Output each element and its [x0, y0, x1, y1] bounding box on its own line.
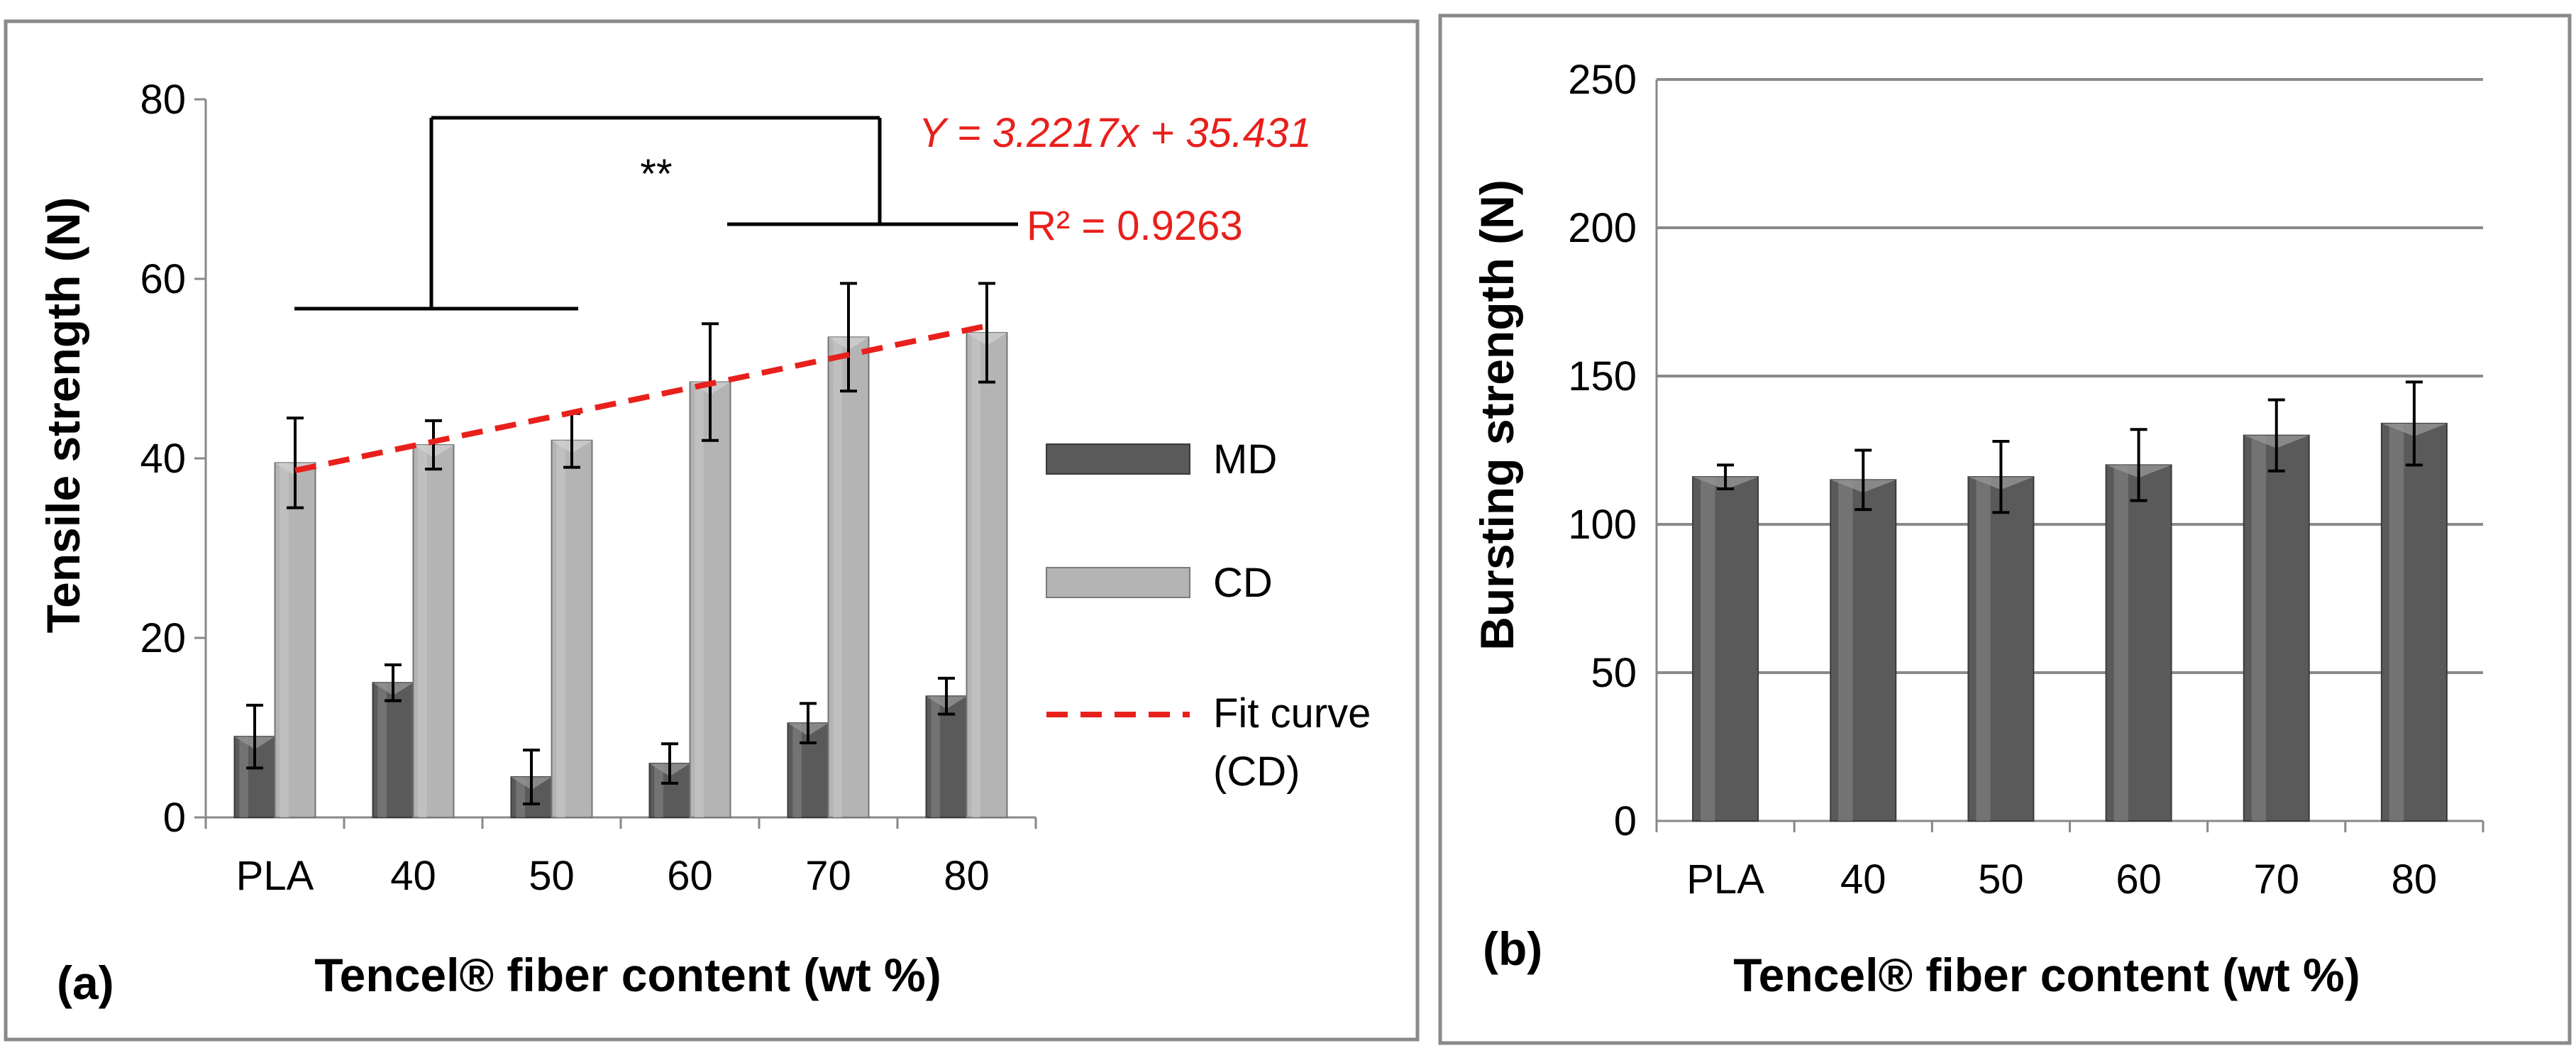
legend: MD CD Fit curve (CD) [1046, 436, 1371, 795]
bars [1692, 422, 2448, 822]
axes [194, 98, 1037, 829]
y-tick-label: 200 [1568, 205, 1637, 251]
legend-label-fit-line1: Fit curve [1213, 690, 1371, 737]
r-squared: R² = 0.9263 [1027, 203, 1243, 249]
legend-label-cd: CD [1213, 560, 1273, 606]
fit-equation: Y = 3.2217x + 35.431 [919, 110, 1312, 156]
bar-md-pla-highlight [239, 737, 248, 817]
bar-md-80-highlight [931, 696, 940, 817]
panel-b: 0 50 100 150 200 250 PLA 40 50 60 70 80 Bursting s… [1438, 13, 2572, 1045]
bar-cd-40-highlight [418, 445, 427, 817]
y-tick-label: 0 [163, 795, 186, 841]
y-axis-title: Tensile strength (N) [37, 197, 89, 634]
significance-marker: ** [640, 151, 672, 197]
fit-line-cd [294, 323, 988, 473]
bar-value-80-highlight [2389, 423, 2404, 821]
grid-lines [1657, 78, 2483, 674]
x-tick-label: 40 [1840, 856, 1886, 903]
bar-cd-80-highlight [971, 332, 980, 817]
bar-value-70-highlight [2251, 435, 2267, 821]
x-tick-label: 70 [2253, 856, 2299, 903]
fit-line [294, 323, 988, 473]
bar-value-pla-highlight [1701, 477, 1715, 821]
bar-md-60-highlight [654, 763, 663, 817]
legend-label-md: MD [1213, 436, 1277, 482]
bar-cd-50-highlight [556, 440, 565, 817]
y-tick-label: 50 [1591, 650, 1637, 696]
x-tick-labels: PLA 40 50 60 70 80 [236, 853, 990, 899]
x-tick-label: 60 [2116, 856, 2162, 903]
bar-cd-70-highlight [833, 337, 842, 818]
x-tick-label: 80 [2392, 856, 2438, 903]
x-tick-label: 50 [529, 853, 575, 899]
panel-label: (b) [1483, 922, 1542, 975]
panel-label: (a) [57, 956, 114, 1009]
y-tick-label: 0 [1614, 798, 1637, 844]
x-tick-label: 50 [1978, 856, 2024, 903]
x-tick-label: 40 [390, 853, 436, 899]
y-tick-label: 40 [140, 436, 186, 482]
bar-cd-60-highlight [695, 382, 704, 817]
y-axis-title: Bursting strength (N) [1471, 180, 1523, 651]
error-bars [1717, 380, 2423, 514]
bar-md-40-highlight [377, 683, 387, 817]
y-tick-label: 100 [1568, 502, 1637, 548]
x-tick-label: 80 [944, 853, 990, 899]
legend-label-fit-line2: (CD) [1213, 749, 1300, 795]
x-tick-label: PLA [236, 853, 314, 899]
x-tick-labels: PLA 40 50 60 70 80 [1686, 856, 2437, 903]
legend-swatch-md [1046, 443, 1190, 475]
bar-cd-pla-highlight [280, 463, 289, 817]
x-tick-label: PLA [1686, 856, 1764, 903]
error-bars [246, 282, 995, 806]
y-tick-label: 150 [1568, 353, 1637, 399]
axes [1655, 79, 2484, 832]
x-axis-title: Tencel® fiber content (wt %) [1733, 949, 2360, 1001]
bar-value-40-highlight [1838, 480, 1853, 821]
x-axis-title: Tencel® fiber content (wt %) [314, 949, 941, 1001]
y-tick-label: 60 [140, 256, 186, 302]
x-tick-label: 60 [667, 853, 713, 899]
significance-bracket [294, 116, 1018, 311]
y-tick-label: 80 [140, 77, 186, 123]
bar-value-60-highlight [2113, 465, 2128, 821]
y-tick-labels: 0 50 100 150 200 250 [1568, 57, 1637, 844]
bar-value-50-highlight [1976, 477, 1991, 821]
y-tick-label: 20 [140, 615, 186, 661]
y-tick-labels: 0 20 40 60 80 [140, 77, 186, 841]
legend-swatch-cd [1046, 567, 1190, 598]
bar-md-50-highlight [516, 777, 525, 817]
y-tick-label: 250 [1568, 57, 1637, 103]
bar-md-70-highlight [792, 723, 802, 817]
x-tick-label: 70 [805, 853, 851, 899]
panel-a: ** 0 20 40 60 80 PLA 40 50 60 70 80 Y = 3.2217x +… [4, 19, 1420, 1042]
